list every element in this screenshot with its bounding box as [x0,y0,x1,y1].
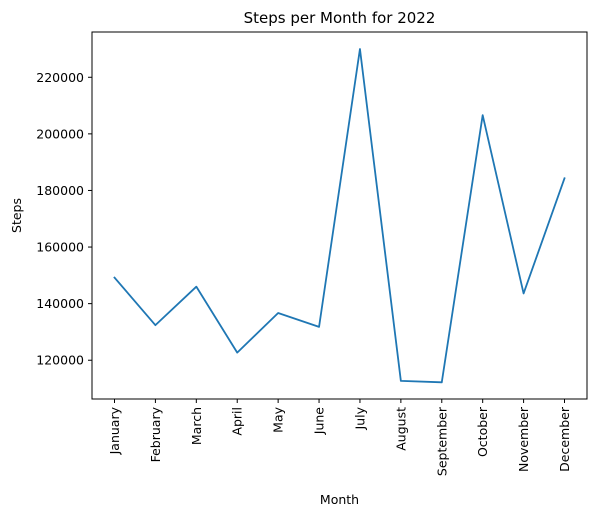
x-tick-label: November [516,406,531,472]
plot-area: 120000 140000 160000 180000 200000 220000 Janu… [36,48,572,476]
y-tick-label: 140000 [36,296,84,311]
x-tick-label: March [189,407,204,445]
chart-title: Steps per Month for 2022 [244,9,436,27]
x-tick-label: July [352,406,367,430]
x-tick-label: September [434,406,449,476]
x-tick-label: June [312,407,327,436]
x-tick-label: October [475,406,490,457]
y-axis-title: Steps [9,198,24,233]
y-tick-label: 200000 [36,126,84,141]
x-tick-label: February [148,406,163,462]
x-tick-label: May [271,406,286,432]
x-tick-label: January [107,406,122,455]
y-tick-label: 160000 [36,240,84,255]
series-line [113,48,566,384]
y-tick-label: 220000 [36,70,84,85]
plot-frame [91,31,588,400]
x-tick-label: April [230,407,245,436]
y-tick-label: 180000 [36,183,84,198]
x-tick-label: December [557,406,572,472]
x-axis-title: Month [320,492,359,507]
y-tick-label: 120000 [36,353,84,368]
x-tick-label: August [393,407,408,451]
